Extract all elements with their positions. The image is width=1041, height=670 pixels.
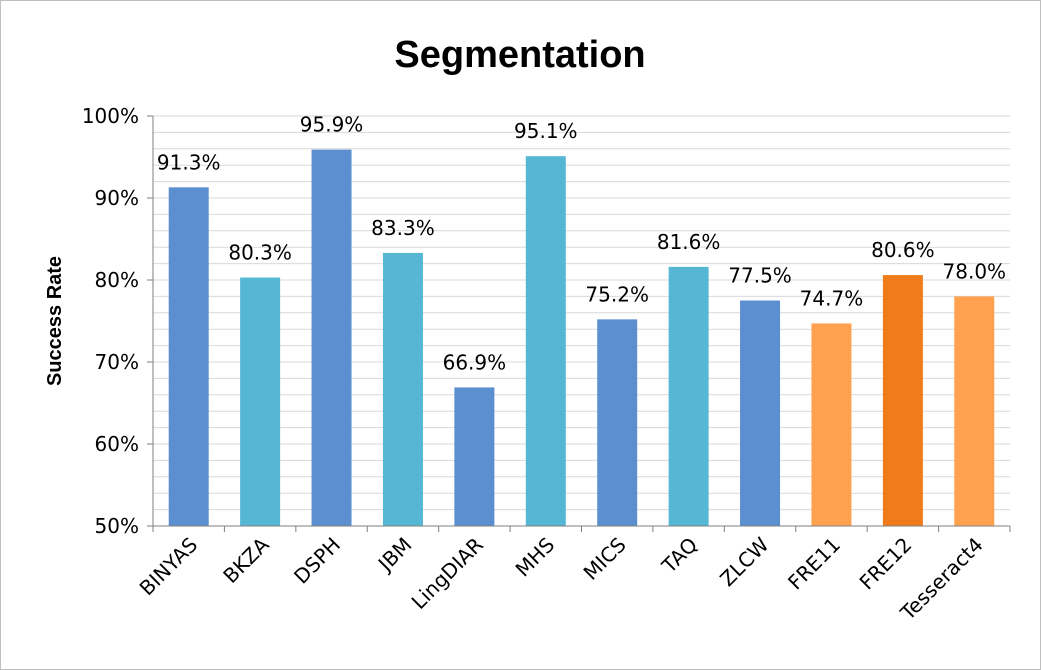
data-label: 95.1%: [514, 119, 578, 143]
bar-dsph: [311, 149, 352, 526]
x-tick-label: FRE11: [783, 533, 845, 595]
bar-jbm: [382, 252, 423, 526]
bar-fre12: [882, 275, 923, 526]
data-label: 95.9%: [300, 113, 364, 137]
bar-tesseract4: [954, 296, 995, 526]
data-label: 74.7%: [800, 286, 864, 310]
bar-binyas: [168, 187, 209, 526]
axes: [147, 115, 1011, 532]
bars: [168, 149, 995, 526]
x-tick-label: FRE12: [855, 533, 917, 595]
data-label: 77.5%: [728, 264, 792, 288]
chart-title: Segmentation: [394, 34, 645, 76]
x-tick-label: TAQ: [656, 533, 702, 579]
data-labels: 91.3% 80.3% 95.9% 83.3% 66.9% 95.1% 75.2% 81.6%…: [157, 113, 1006, 375]
x-tick-label: DSPH: [289, 533, 345, 589]
y-tick-label: 90%: [95, 186, 139, 210]
data-label: 66.9%: [443, 350, 507, 374]
y-tick-label: 100%: [82, 104, 139, 128]
bar-mhs: [525, 156, 566, 526]
x-tick-label: BKZA: [218, 532, 274, 588]
y-tick-label: 80%: [95, 268, 139, 292]
x-tick-label: MICS: [579, 533, 631, 585]
x-tick-label: LingDIAR: [407, 532, 488, 613]
data-label: 81.6%: [657, 230, 721, 254]
x-tick-label: JBM: [372, 533, 416, 577]
data-label: 80.6%: [871, 238, 935, 262]
x-tick-label: MHS: [511, 533, 560, 582]
gridlines: [153, 115, 1010, 511]
data-label: 91.3%: [157, 150, 221, 174]
y-axis-label: Success Rate: [44, 256, 66, 386]
bar-bkza: [240, 277, 281, 526]
data-label: 78.0%: [943, 259, 1007, 283]
data-label: 75.2%: [585, 282, 649, 306]
y-tick-label: 50%: [95, 514, 139, 538]
x-tick-label: BINYAS: [135, 533, 203, 601]
bar-lingdiar: [454, 387, 495, 526]
data-label: 83.3%: [371, 216, 435, 240]
y-tick-label: 60%: [95, 432, 139, 456]
y-tick-label: 70%: [95, 350, 139, 374]
bar-taq: [668, 266, 709, 526]
bar-mics: [597, 319, 638, 526]
x-tick-label: ZLCW: [715, 532, 774, 591]
data-label: 80.3%: [228, 241, 292, 265]
bar-zlcw: [740, 300, 781, 526]
bar-fre11: [811, 323, 852, 526]
